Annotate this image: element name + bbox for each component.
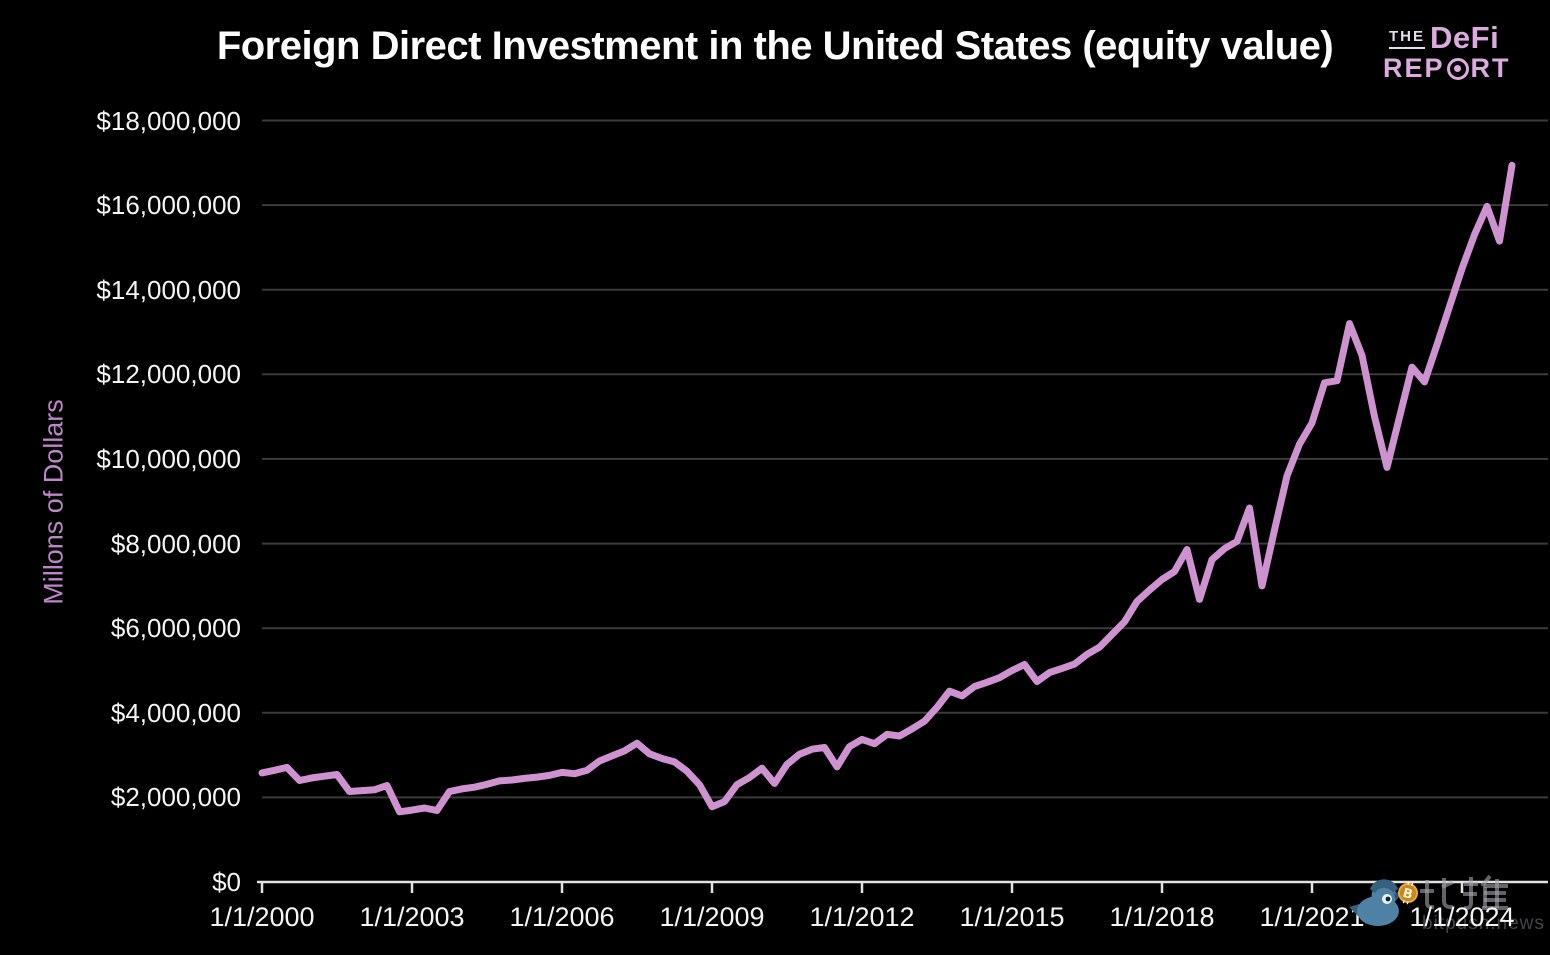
y-tick-label: $0 [212,867,241,897]
coin-face [1398,883,1418,903]
watermark-latin: bitpush.news [1422,913,1545,934]
logo-report-right: RT [1470,53,1511,83]
chart-title: Foreign Direct Investment in the United … [216,24,1334,68]
logo-row-the-defi: THE DeFi [1383,22,1513,53]
cjk-stroke [1425,880,1435,910]
x-tick-label: 1/1/2006 [509,902,615,932]
x-tick-label: 1/1/2018 [1109,902,1215,932]
cjk-stroke [1441,880,1454,889]
y-tick-label: $6,000,000 [110,613,241,644]
cjk-stroke [1480,874,1492,888]
logo-the-label: THE [1389,29,1425,49]
logo-report-label: REP RT [1383,55,1513,82]
y-tick-label: $12,000,000 [96,359,241,390]
y-tick-label: $16,000,000 [96,190,241,221]
x-tick-label: 1/1/2012 [809,902,915,932]
cjk-stroke [1463,877,1473,911]
bitcoin-coin-icon: B [1398,881,1418,905]
y-tick-label: $4,000,000 [110,697,241,728]
target-dot [1454,65,1462,72]
y-tick-label: $14,000,000 [96,274,241,305]
x-tick-label: 1/1/2015 [959,902,1065,932]
y-tick-label: $18,000,000 [96,105,241,136]
fdi-line-series [258,161,1516,816]
cjk-stroke [1442,878,1454,910]
y-tick-label: $2,000,000 [110,782,241,813]
y-axis-labels: $0 $2,000,000 $4,000,000 $6,000,000 $8,000,0… [0,0,241,955]
coin-b-glyph: B [1401,886,1414,903]
x-axis-labels: 1/1/2000 1/1/2003 1/1/2006 1/1/2009 1/1/2012… [0,902,1550,942]
y-tick-label: $8,000,000 [110,528,241,559]
x-tick-label: 1/1/2003 [359,902,465,932]
x-tick-label: 1/1/2024 [1409,902,1515,932]
target-o-icon [1446,57,1469,80]
logo-report-left: REP [1383,53,1445,83]
watermark-cjk-icon [1420,874,1508,911]
x-tick-label: 1/1/2009 [659,902,765,932]
y-tick-label: $10,000,000 [96,443,241,474]
defi-report-logo: THE DeFi REP RT [1383,22,1513,82]
bird-crest [1370,879,1398,893]
x-tick-label: 1/1/2000 [209,902,315,932]
x-tick-label: 1/1/2021 [1259,902,1365,932]
bird-pupil [1385,896,1391,902]
logo-defi-label: DeFi [1430,20,1500,55]
bird-icon: B [1349,879,1418,926]
coin-b-bars [1402,881,1414,905]
